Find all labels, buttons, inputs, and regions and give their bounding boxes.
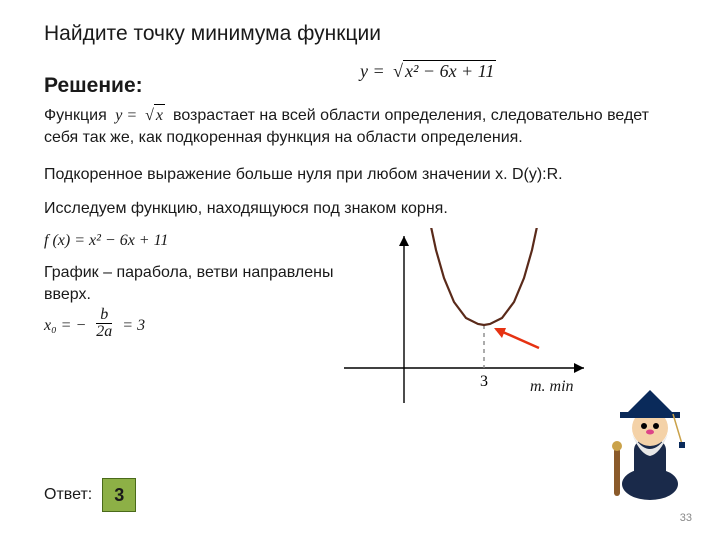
answer-value: 3: [102, 478, 136, 512]
page-number: 33: [680, 512, 692, 524]
answer-row: Ответ: 3: [44, 478, 136, 512]
parabola-curve: [430, 228, 538, 325]
parabola-text: График – парабола, ветви направлены ввер…: [44, 262, 344, 305]
x0-formula: x₀ = − b 2a = 3: [44, 309, 344, 342]
page-title: Найдите точку минимума функции: [44, 22, 676, 46]
fx-formula: f (x) = x² − 6x + 11: [44, 232, 344, 250]
paragraph-1: Функция y = √x возрастает на всей област…: [44, 104, 676, 148]
answer-label: Ответ:: [44, 486, 92, 504]
paragraph-3: Исследуем функцию, находящуюся под знако…: [44, 200, 676, 218]
paragraph-2: Подкоренное выражение больше нуля при лю…: [44, 166, 676, 184]
inline-formula: y = √x: [111, 107, 173, 124]
m-min-label: m. min: [530, 378, 574, 396]
tick-label: 3: [480, 373, 488, 390]
x-axis-arrow: [574, 363, 584, 373]
main-formula: y = √x² − 6x + 11: [360, 60, 496, 82]
mascot-illustration: [600, 384, 700, 504]
y-axis-arrow: [399, 236, 409, 246]
